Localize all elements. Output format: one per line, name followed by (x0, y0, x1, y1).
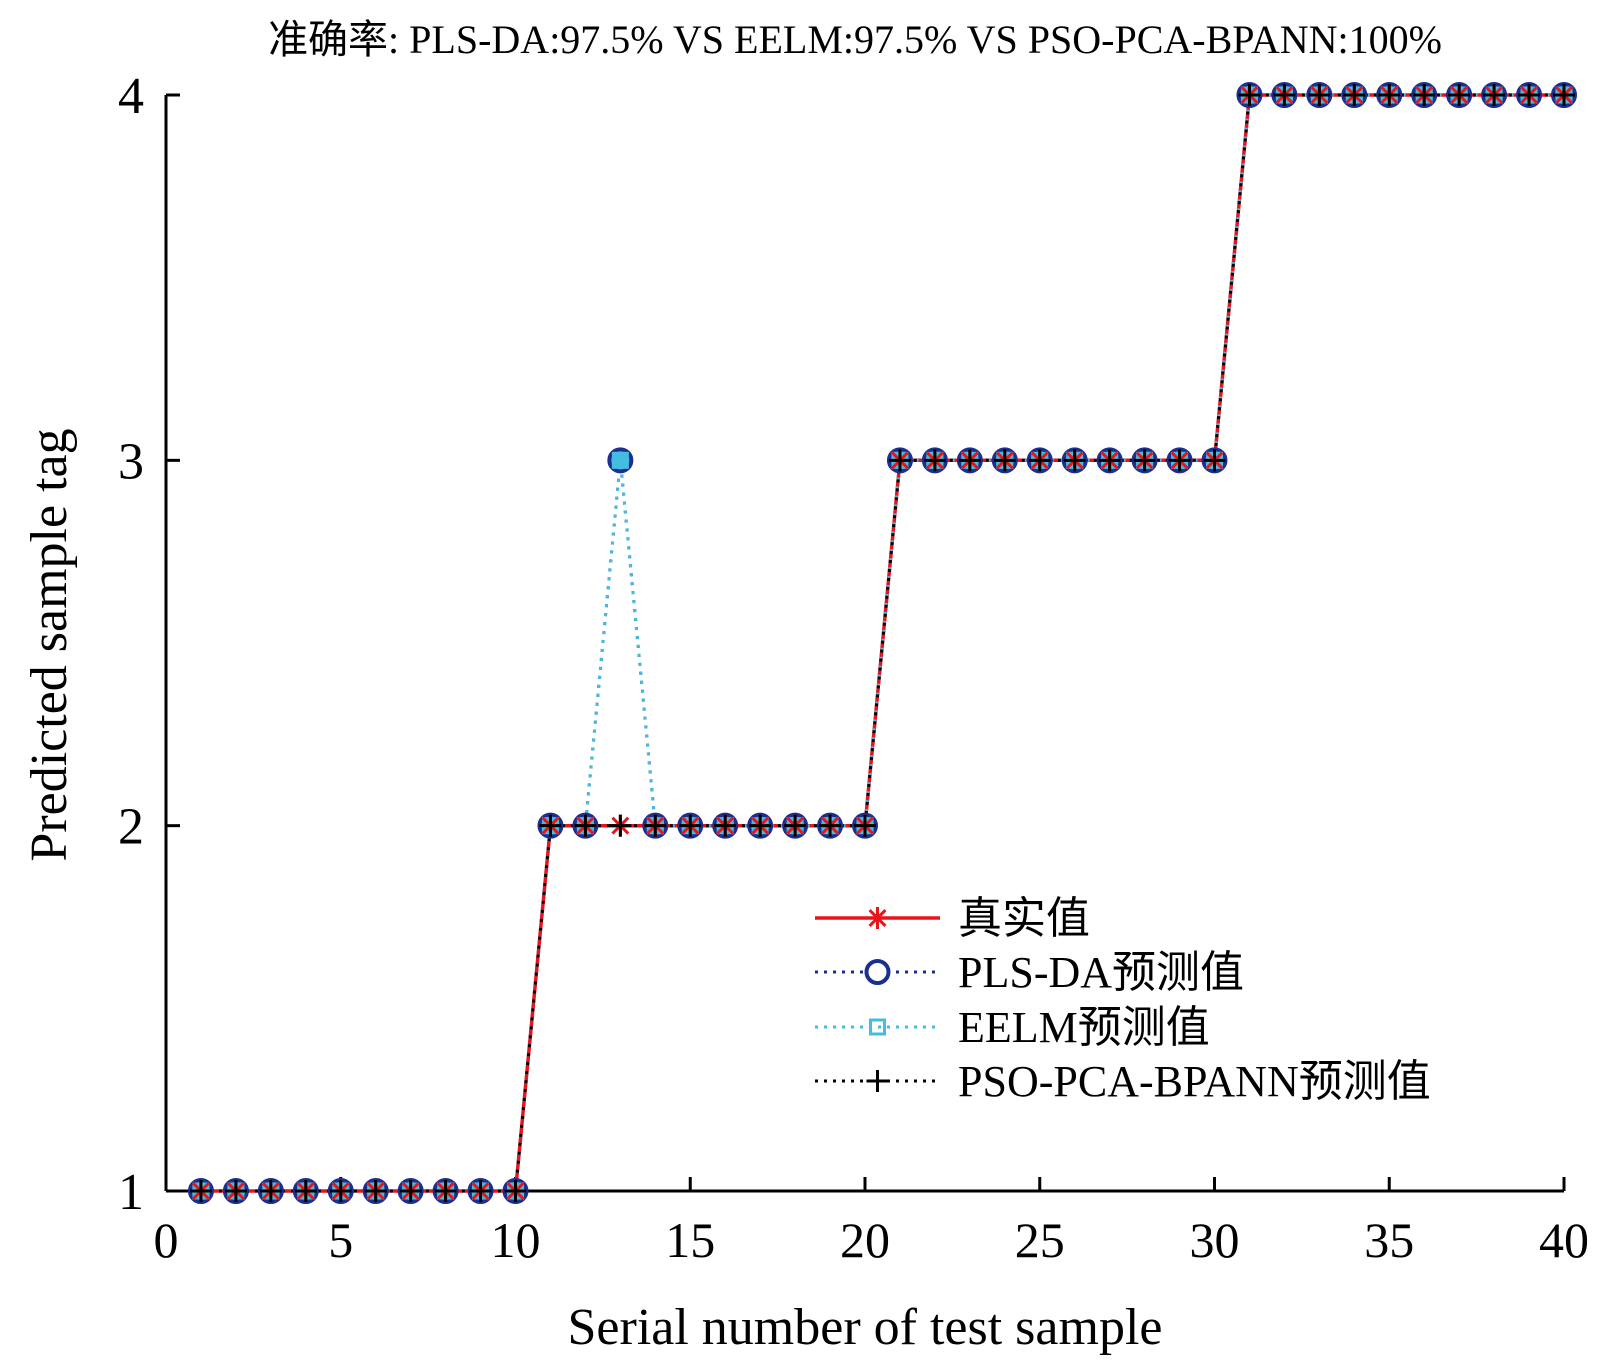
series-4-point (1028, 449, 1051, 472)
x-tick-label: 10 (491, 1212, 541, 1268)
square-marker (611, 451, 629, 469)
series-4-point (1343, 84, 1366, 106)
legend-label: EELM预测值 (958, 1003, 1210, 1052)
legend-label: PLS-DA预测值 (958, 948, 1244, 997)
series-4-point (399, 1180, 422, 1202)
series-4-point (1483, 84, 1506, 106)
series-4-point (1203, 449, 1226, 472)
series-4-point (609, 814, 632, 837)
series-4-point (1063, 449, 1086, 472)
series-4-point (259, 1180, 282, 1202)
series-4-point (504, 1180, 527, 1202)
asterisk-stroke (868, 909, 887, 927)
legend: 真实值 PLS-DA预测值 EELM预测值 PSO-PCA-BPANN预测值 (815, 894, 1431, 1106)
y-tick-label: 2 (118, 799, 144, 856)
series-line-4 (200, 93, 1564, 1193)
series-4-point (574, 814, 597, 837)
series-4-point (1308, 84, 1331, 106)
series-4-point (1413, 84, 1436, 106)
series-4-point (993, 449, 1016, 472)
x-tick-label: 20 (840, 1212, 890, 1268)
x-axis-label: Serial number of test sample (568, 1299, 1163, 1356)
series-4-point (1378, 84, 1401, 106)
legend-label: PSO-PCA-BPANN预测值 (958, 1057, 1431, 1106)
legend-item-4: PSO-PCA-BPANN预测值 (815, 1057, 1431, 1106)
legend-item-1: 真实值 (815, 894, 1090, 943)
series-4-point (329, 1180, 352, 1202)
series-4-point (364, 1180, 387, 1202)
series-4-point (958, 449, 981, 472)
series-4-point (1168, 449, 1191, 472)
chart-title: 准确率: PLS-DA:97.5% VS EELM:97.5% VS PSO-P… (268, 17, 1442, 62)
x-tick-label: 40 (1539, 1212, 1589, 1268)
series-4-point (294, 1180, 317, 1202)
series-4-point (714, 814, 737, 837)
x-tick-label: 0 (154, 1212, 179, 1268)
series-3-point (611, 451, 629, 469)
series-4-point (1098, 449, 1121, 472)
series-4-point (1238, 84, 1261, 106)
legend-marker (866, 1070, 889, 1092)
axes (164, 95, 1564, 1193)
axis-ticks: 0 5 10 15 20 25 30 35 40 1 2 3 4 (118, 68, 1589, 1268)
y-tick-label: 1 (118, 1164, 144, 1221)
legend-marker (869, 1018, 886, 1036)
series-markers (187, 82, 1577, 1204)
series-4-point (189, 1180, 212, 1202)
series-4-point (1448, 84, 1471, 106)
legend-label: 真实值 (958, 894, 1090, 943)
series-4-point (1553, 84, 1575, 106)
series-lines (200, 93, 1564, 1193)
legend-item-3: EELM预测值 (815, 1003, 1210, 1052)
y-tick-label: 4 (118, 68, 144, 125)
x-tick-label: 30 (1190, 1212, 1240, 1268)
series-4-point (819, 814, 842, 837)
x-tick-label: 35 (1364, 1212, 1414, 1268)
series-4-point (784, 814, 807, 837)
series-4-point (1518, 84, 1541, 106)
y-axis-label: Predicted sample tag (21, 428, 78, 861)
legend-item-2: PLS-DA预测值 (815, 948, 1244, 997)
series-4-point (539, 814, 562, 837)
series-4-point (469, 1180, 492, 1202)
x-tick-label: 25 (1015, 1212, 1065, 1268)
series-4-point (644, 814, 667, 837)
series-4-point (888, 449, 911, 472)
series-4-point (1133, 449, 1156, 472)
x-tick-label: 5 (328, 1212, 353, 1268)
square-marker (869, 1018, 886, 1036)
y-tick-label: 3 (118, 433, 144, 490)
series-4-point (679, 814, 702, 837)
series-4-point (923, 449, 946, 472)
series-4-point (224, 1180, 247, 1202)
series-4-point (749, 814, 772, 837)
series-4-point (854, 814, 876, 837)
x-tick-label: 15 (665, 1212, 715, 1268)
series-4-point (1273, 84, 1296, 106)
circle-marker (864, 959, 891, 985)
series-4-point (434, 1180, 457, 1202)
legend-marker (866, 907, 889, 929)
